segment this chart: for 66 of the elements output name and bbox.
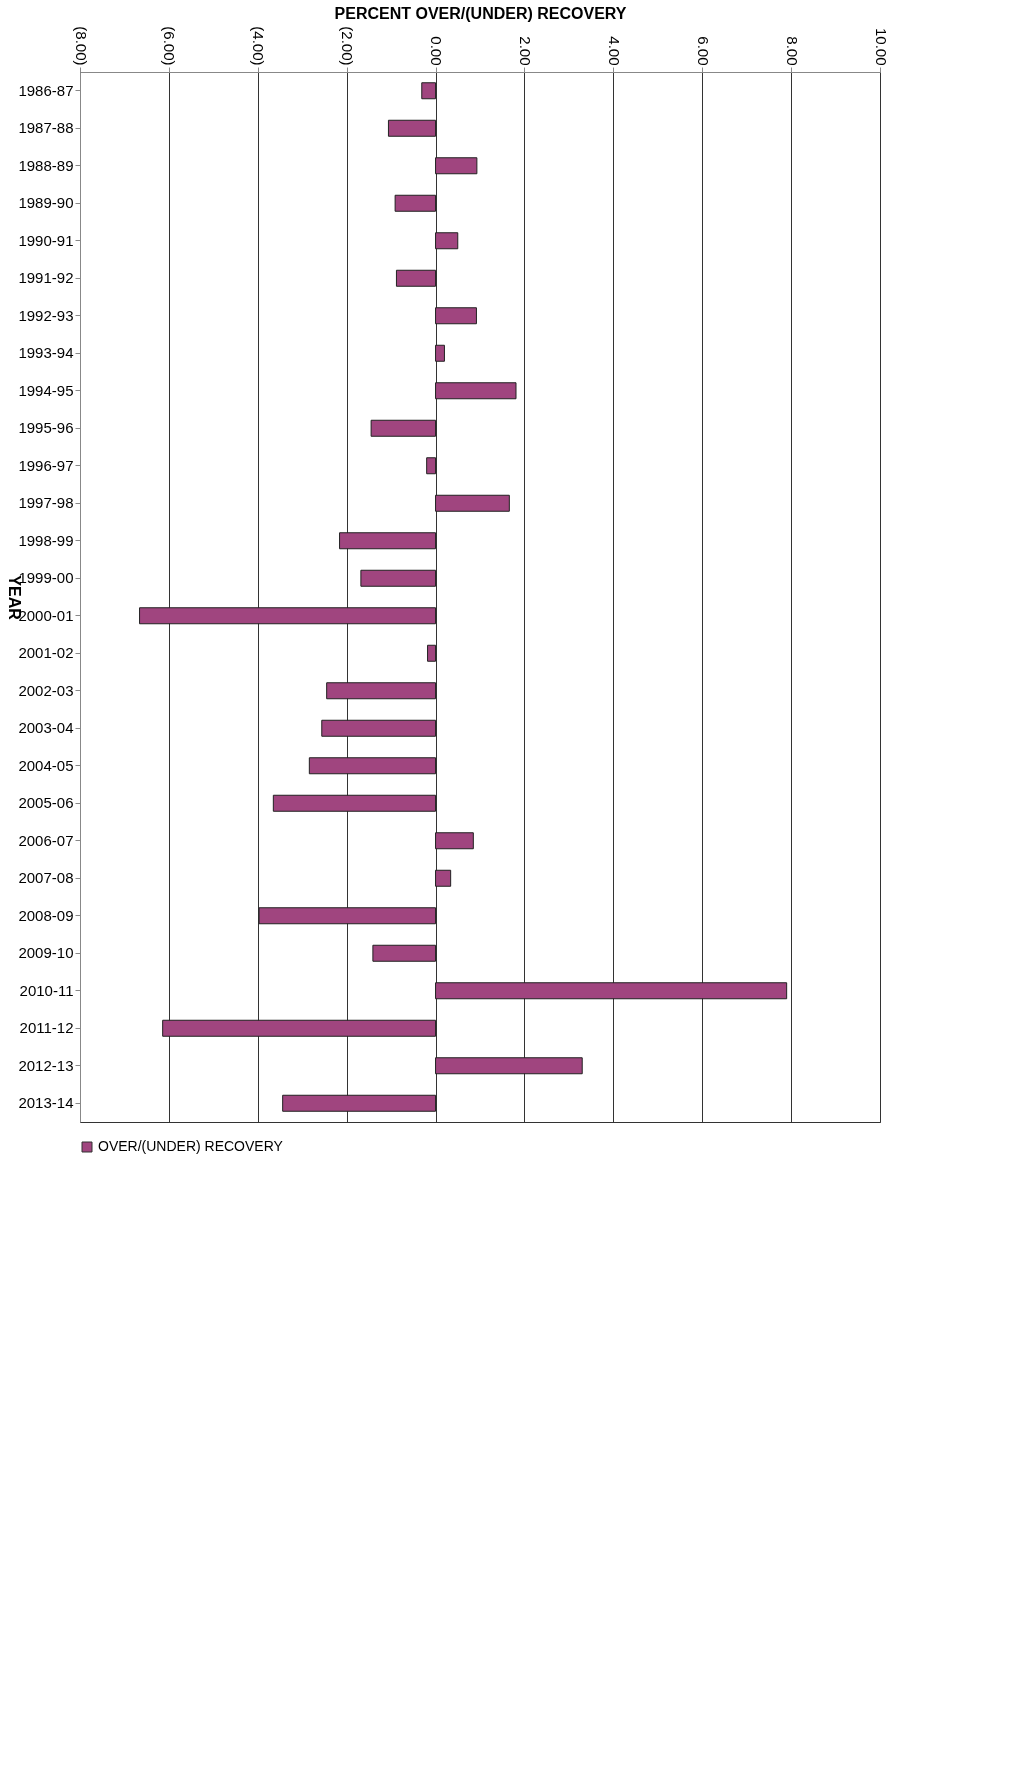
x-tick-label: (4.00) bbox=[250, 26, 268, 66]
bar bbox=[339, 532, 437, 550]
bar bbox=[321, 719, 437, 737]
bar bbox=[394, 194, 437, 212]
y-tick-label: 1995-96 bbox=[18, 419, 74, 437]
y-tick-label: 1989-90 bbox=[18, 194, 74, 212]
y-tick-label: 2011-12 bbox=[19, 1019, 74, 1037]
y-tick-label: 2005-06 bbox=[18, 794, 74, 812]
x-tick-label: 2.00 bbox=[516, 36, 534, 66]
bar bbox=[387, 119, 437, 137]
bar bbox=[435, 157, 478, 175]
bar bbox=[370, 419, 437, 437]
bar bbox=[435, 494, 510, 512]
y-tick-label: 1991-92 bbox=[18, 269, 74, 287]
bar bbox=[426, 457, 437, 475]
bar bbox=[272, 794, 437, 812]
y-tick-label: 2009-10 bbox=[18, 944, 74, 962]
bar bbox=[435, 307, 477, 325]
y-tick-label: 1992-93 bbox=[18, 306, 74, 324]
y-tick-label: 1993-94 bbox=[18, 344, 74, 362]
y-tick-label: 2010-11 bbox=[19, 981, 74, 999]
y-tick-label: 1988-89 bbox=[18, 156, 74, 174]
x-tick-label: (6.00) bbox=[161, 26, 179, 66]
y-tick-label: 2012-13 bbox=[18, 1056, 74, 1074]
y-tick-label: 2004-05 bbox=[18, 756, 74, 774]
bar bbox=[435, 232, 459, 250]
bar bbox=[421, 82, 437, 100]
x-tick-label: 10.00 bbox=[872, 27, 890, 66]
x-tick-label: 8.00 bbox=[783, 36, 801, 66]
bar bbox=[435, 344, 445, 362]
y-tick-label: 1987-88 bbox=[18, 119, 74, 137]
x-tick-label: 0.00 bbox=[428, 36, 446, 66]
x-tick-label: (2.00) bbox=[339, 26, 357, 66]
y-tick-label: 2008-09 bbox=[18, 906, 74, 924]
y-tick-label: 2001-02 bbox=[18, 644, 74, 662]
y-tick-label: 2002-03 bbox=[18, 681, 74, 699]
bar bbox=[435, 832, 474, 850]
bar bbox=[162, 1019, 437, 1037]
y-tick-label: 1990-91 bbox=[18, 231, 74, 249]
bar bbox=[258, 907, 437, 925]
bar bbox=[435, 869, 452, 887]
bar bbox=[435, 1057, 583, 1075]
bar bbox=[360, 569, 437, 587]
x-tick-label: 6.00 bbox=[694, 36, 712, 66]
bar bbox=[427, 644, 437, 662]
y-tick-label: 1997-98 bbox=[18, 494, 74, 512]
x-tick-label: 4.00 bbox=[605, 36, 623, 66]
bar bbox=[326, 682, 437, 700]
bar bbox=[435, 982, 788, 1000]
y-tick-label: 1998-99 bbox=[18, 531, 74, 549]
y-tick-label: 1986-87 bbox=[18, 81, 74, 99]
y-tick-label: 2006-07 bbox=[18, 831, 74, 849]
legend-label: OVER/(UNDER) RECOVERY bbox=[98, 1138, 284, 1154]
bar bbox=[372, 944, 437, 962]
bar bbox=[139, 607, 437, 625]
bar bbox=[308, 757, 437, 775]
y-tick-label: 1996-97 bbox=[18, 456, 74, 474]
y-tick-label: 1994-95 bbox=[18, 381, 74, 399]
bar bbox=[395, 269, 437, 287]
bar bbox=[282, 1094, 437, 1112]
y-tick-label: 2003-04 bbox=[18, 719, 74, 737]
x-axis-title: PERCENT OVER/(UNDER) RECOVERY bbox=[334, 5, 627, 23]
y-tick-label: 2007-08 bbox=[18, 869, 74, 887]
x-tick-label: (8.00) bbox=[72, 26, 90, 66]
bar bbox=[435, 382, 517, 400]
y-tick-label: 2013-14 bbox=[18, 1094, 74, 1112]
